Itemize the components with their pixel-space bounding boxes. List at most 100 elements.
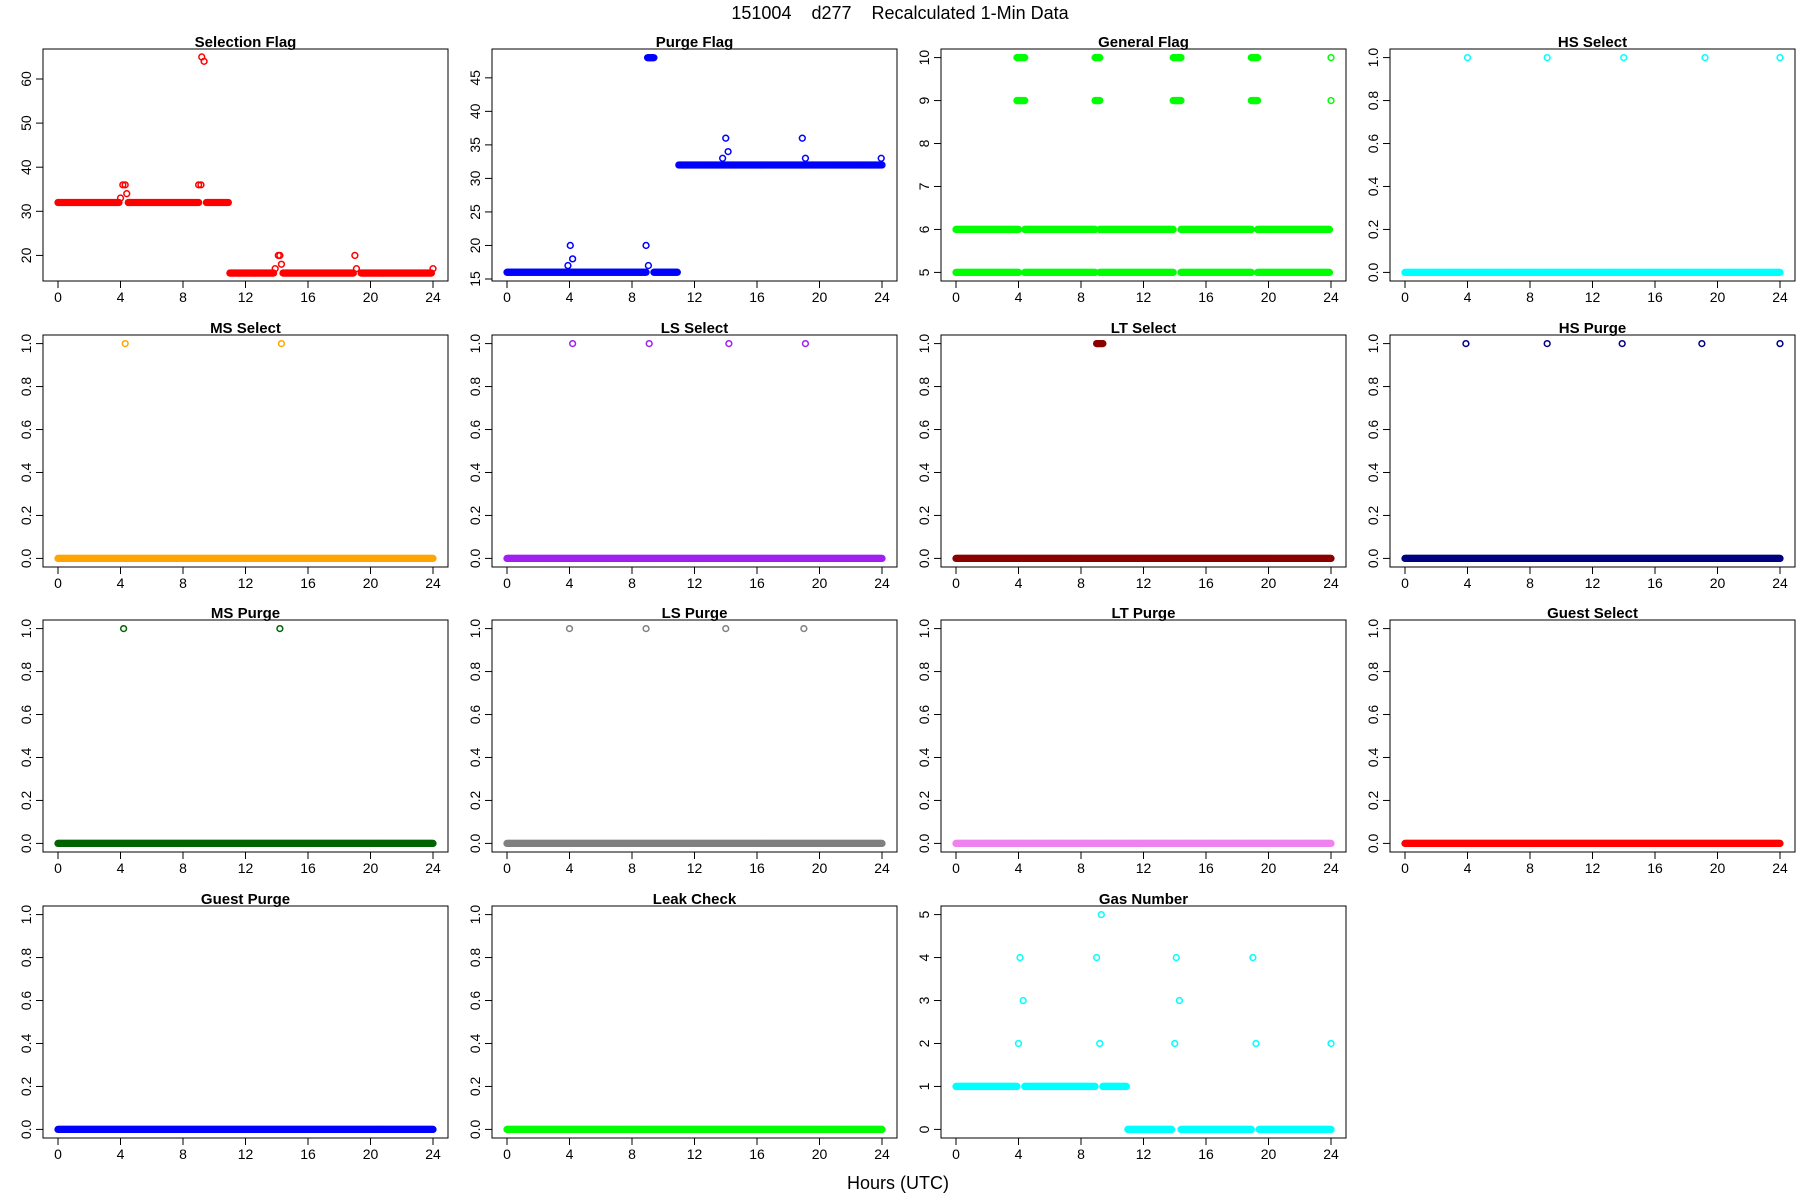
data-point (642, 268, 650, 276)
data-point (429, 265, 437, 273)
x-tick-label: 20 (1261, 289, 1277, 305)
data-point (276, 251, 284, 260)
plot-frame (1389, 334, 1796, 568)
data-point (1327, 96, 1335, 105)
y-tick-label: 0.8 (18, 377, 34, 397)
panel-title: LS Select (661, 320, 729, 337)
y-tick-label: 1.0 (467, 334, 483, 354)
x-tick-label: 12 (687, 575, 703, 591)
x-tick-label: 4 (1464, 575, 1472, 591)
data-point (877, 154, 885, 162)
plot-frame (940, 48, 1347, 282)
plot-frame (42, 48, 449, 282)
y-tick-label: 9 (916, 96, 932, 104)
x-tick-label: 8 (179, 860, 187, 876)
data-point (271, 265, 279, 273)
y-tick-label: 7 (916, 182, 932, 190)
x-tick-label: 0 (54, 289, 62, 305)
y-tick-label: 0.6 (467, 420, 483, 440)
x-tick-label: 24 (874, 289, 890, 305)
x-tick-label: 16 (749, 289, 765, 305)
x-tick-label: 16 (749, 575, 765, 591)
data-series (503, 54, 886, 276)
x-tick-label: 24 (1772, 289, 1788, 305)
y-tick-label: 0.8 (1365, 91, 1381, 111)
y-tick-label: 0.2 (467, 506, 483, 526)
data-point (645, 339, 653, 348)
y-tick-label: 45 (467, 70, 483, 86)
x-tick-label: 20 (363, 289, 379, 305)
data-series (952, 339, 1335, 563)
x-tick-label: 12 (1585, 289, 1601, 305)
y-tick-label: 0.4 (18, 463, 34, 483)
data-point (568, 255, 577, 263)
data-point (123, 190, 131, 198)
y-tick-label: 0.8 (1365, 377, 1381, 397)
data-point (224, 198, 232, 207)
data-point (115, 198, 123, 207)
y-tick-label: 0.2 (18, 506, 34, 526)
x-tick-label: 24 (425, 289, 441, 305)
data-point (1327, 53, 1335, 62)
x-tick-label: 8 (628, 289, 636, 305)
x-tick-label: 8 (628, 575, 636, 591)
x-tick-label: 4 (117, 289, 125, 305)
y-tick-label: 1.0 (1365, 48, 1381, 68)
y-tick-label: 0.0 (18, 548, 34, 568)
y-tick-label: 0.2 (916, 506, 932, 526)
x-tick-label: 0 (503, 289, 511, 305)
x-tick-label: 8 (1077, 575, 1085, 591)
x-tick-label: 4 (117, 575, 125, 591)
x-tick-label: 20 (1710, 575, 1726, 591)
y-tick-label: 8 (916, 139, 932, 147)
data-point (724, 147, 732, 156)
x-tick-label: 0 (952, 289, 960, 305)
x-tick-label: 12 (238, 289, 254, 305)
data-point (352, 265, 361, 273)
x-tick-label: 24 (425, 860, 441, 876)
x-tick-label: 24 (425, 575, 441, 591)
y-tick-label: 0.2 (1365, 220, 1381, 240)
data-series (54, 624, 437, 848)
data-point (1169, 268, 1177, 277)
y-tick-label: 1.0 (1365, 334, 1381, 354)
panel-title: Selection Flag (195, 34, 297, 51)
x-tick-label: 0 (1401, 289, 1409, 305)
y-tick-label: 0.0 (1365, 262, 1381, 282)
x-tick-label: 0 (1401, 575, 1409, 591)
x-tick-label: 8 (179, 575, 187, 591)
x-tick-label: 20 (812, 575, 828, 591)
y-tick-label: 60 (18, 71, 34, 87)
panel-title: LT Select (1111, 320, 1177, 337)
x-tick-label: 8 (1077, 289, 1085, 305)
y-tick-label: 0.6 (1365, 420, 1381, 440)
data-point (722, 134, 730, 142)
y-tick-label: 0.8 (467, 377, 483, 397)
data-point (798, 134, 806, 142)
data-point (725, 339, 733, 348)
x-tick-label: 20 (1261, 575, 1277, 591)
x-tick-label: 24 (1323, 289, 1339, 305)
panel-title: Purge Flag (656, 34, 734, 51)
y-tick-label: 25 (467, 204, 483, 220)
data-point (1462, 339, 1470, 348)
x-tick-label: 4 (1464, 289, 1472, 305)
data-point (1776, 53, 1784, 62)
x-tick-label: 0 (54, 860, 62, 876)
y-tick-label: 5 (916, 268, 932, 276)
x-tick-label: 16 (300, 289, 316, 305)
data-point (642, 241, 650, 250)
data-point (1698, 339, 1706, 348)
data-point (1543, 339, 1551, 348)
x-tick-label: 20 (363, 860, 379, 876)
data-point (1463, 53, 1472, 62)
y-tick-label: 40 (18, 159, 34, 175)
x-tick-label: 8 (1526, 289, 1534, 305)
y-tick-label: 30 (467, 170, 483, 186)
data-point (568, 339, 577, 348)
data-point (564, 261, 572, 270)
x-tick-label: 4 (566, 289, 574, 305)
